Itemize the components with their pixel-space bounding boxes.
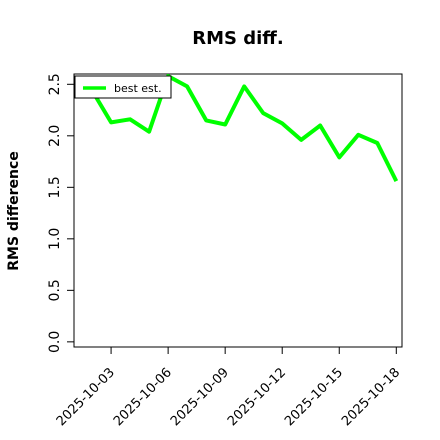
x-tick-label: 2025-10-06 <box>111 365 175 429</box>
legend-box <box>74 75 172 99</box>
y-tick-label: 2.0 <box>47 125 63 147</box>
x-tick-label: 2025-10-15 <box>282 365 346 429</box>
y-tick-label: 0.5 <box>47 279 63 301</box>
x-axis: 2025-10-032025-10-062025-10-092025-10-12… <box>54 347 403 429</box>
series-line <box>90 74 399 182</box>
x-tick-label: 2025-10-09 <box>168 365 232 429</box>
chart-title: RMS diff. <box>192 28 283 49</box>
y-tick-label: 2.5 <box>47 73 63 95</box>
legend: best est. <box>74 75 172 99</box>
x-tick-label: 2025-10-18 <box>339 365 403 429</box>
y-axis: 0.0 0.5 1.0 1.5 2.0 2.5 <box>47 73 74 353</box>
y-tick-label: 1.5 <box>47 176 63 198</box>
y-axis-label: RMS difference <box>6 151 22 271</box>
legend-label: best est. <box>114 82 162 95</box>
y-tick-label: 1.0 <box>47 228 63 250</box>
series-layer <box>90 74 399 182</box>
plot-frame <box>73 73 403 348</box>
y-tick-label: 0.0 <box>47 331 63 353</box>
x-tick-label: 2025-10-12 <box>225 365 289 429</box>
x-tick-label: 2025-10-03 <box>54 365 118 429</box>
